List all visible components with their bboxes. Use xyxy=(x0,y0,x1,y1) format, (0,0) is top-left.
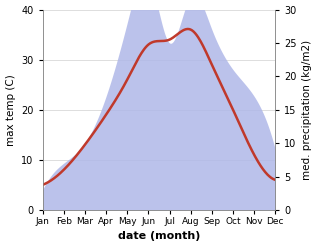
Y-axis label: med. precipitation (kg/m2): med. precipitation (kg/m2) xyxy=(302,40,313,180)
Y-axis label: max temp (C): max temp (C) xyxy=(5,74,16,146)
X-axis label: date (month): date (month) xyxy=(118,231,200,242)
